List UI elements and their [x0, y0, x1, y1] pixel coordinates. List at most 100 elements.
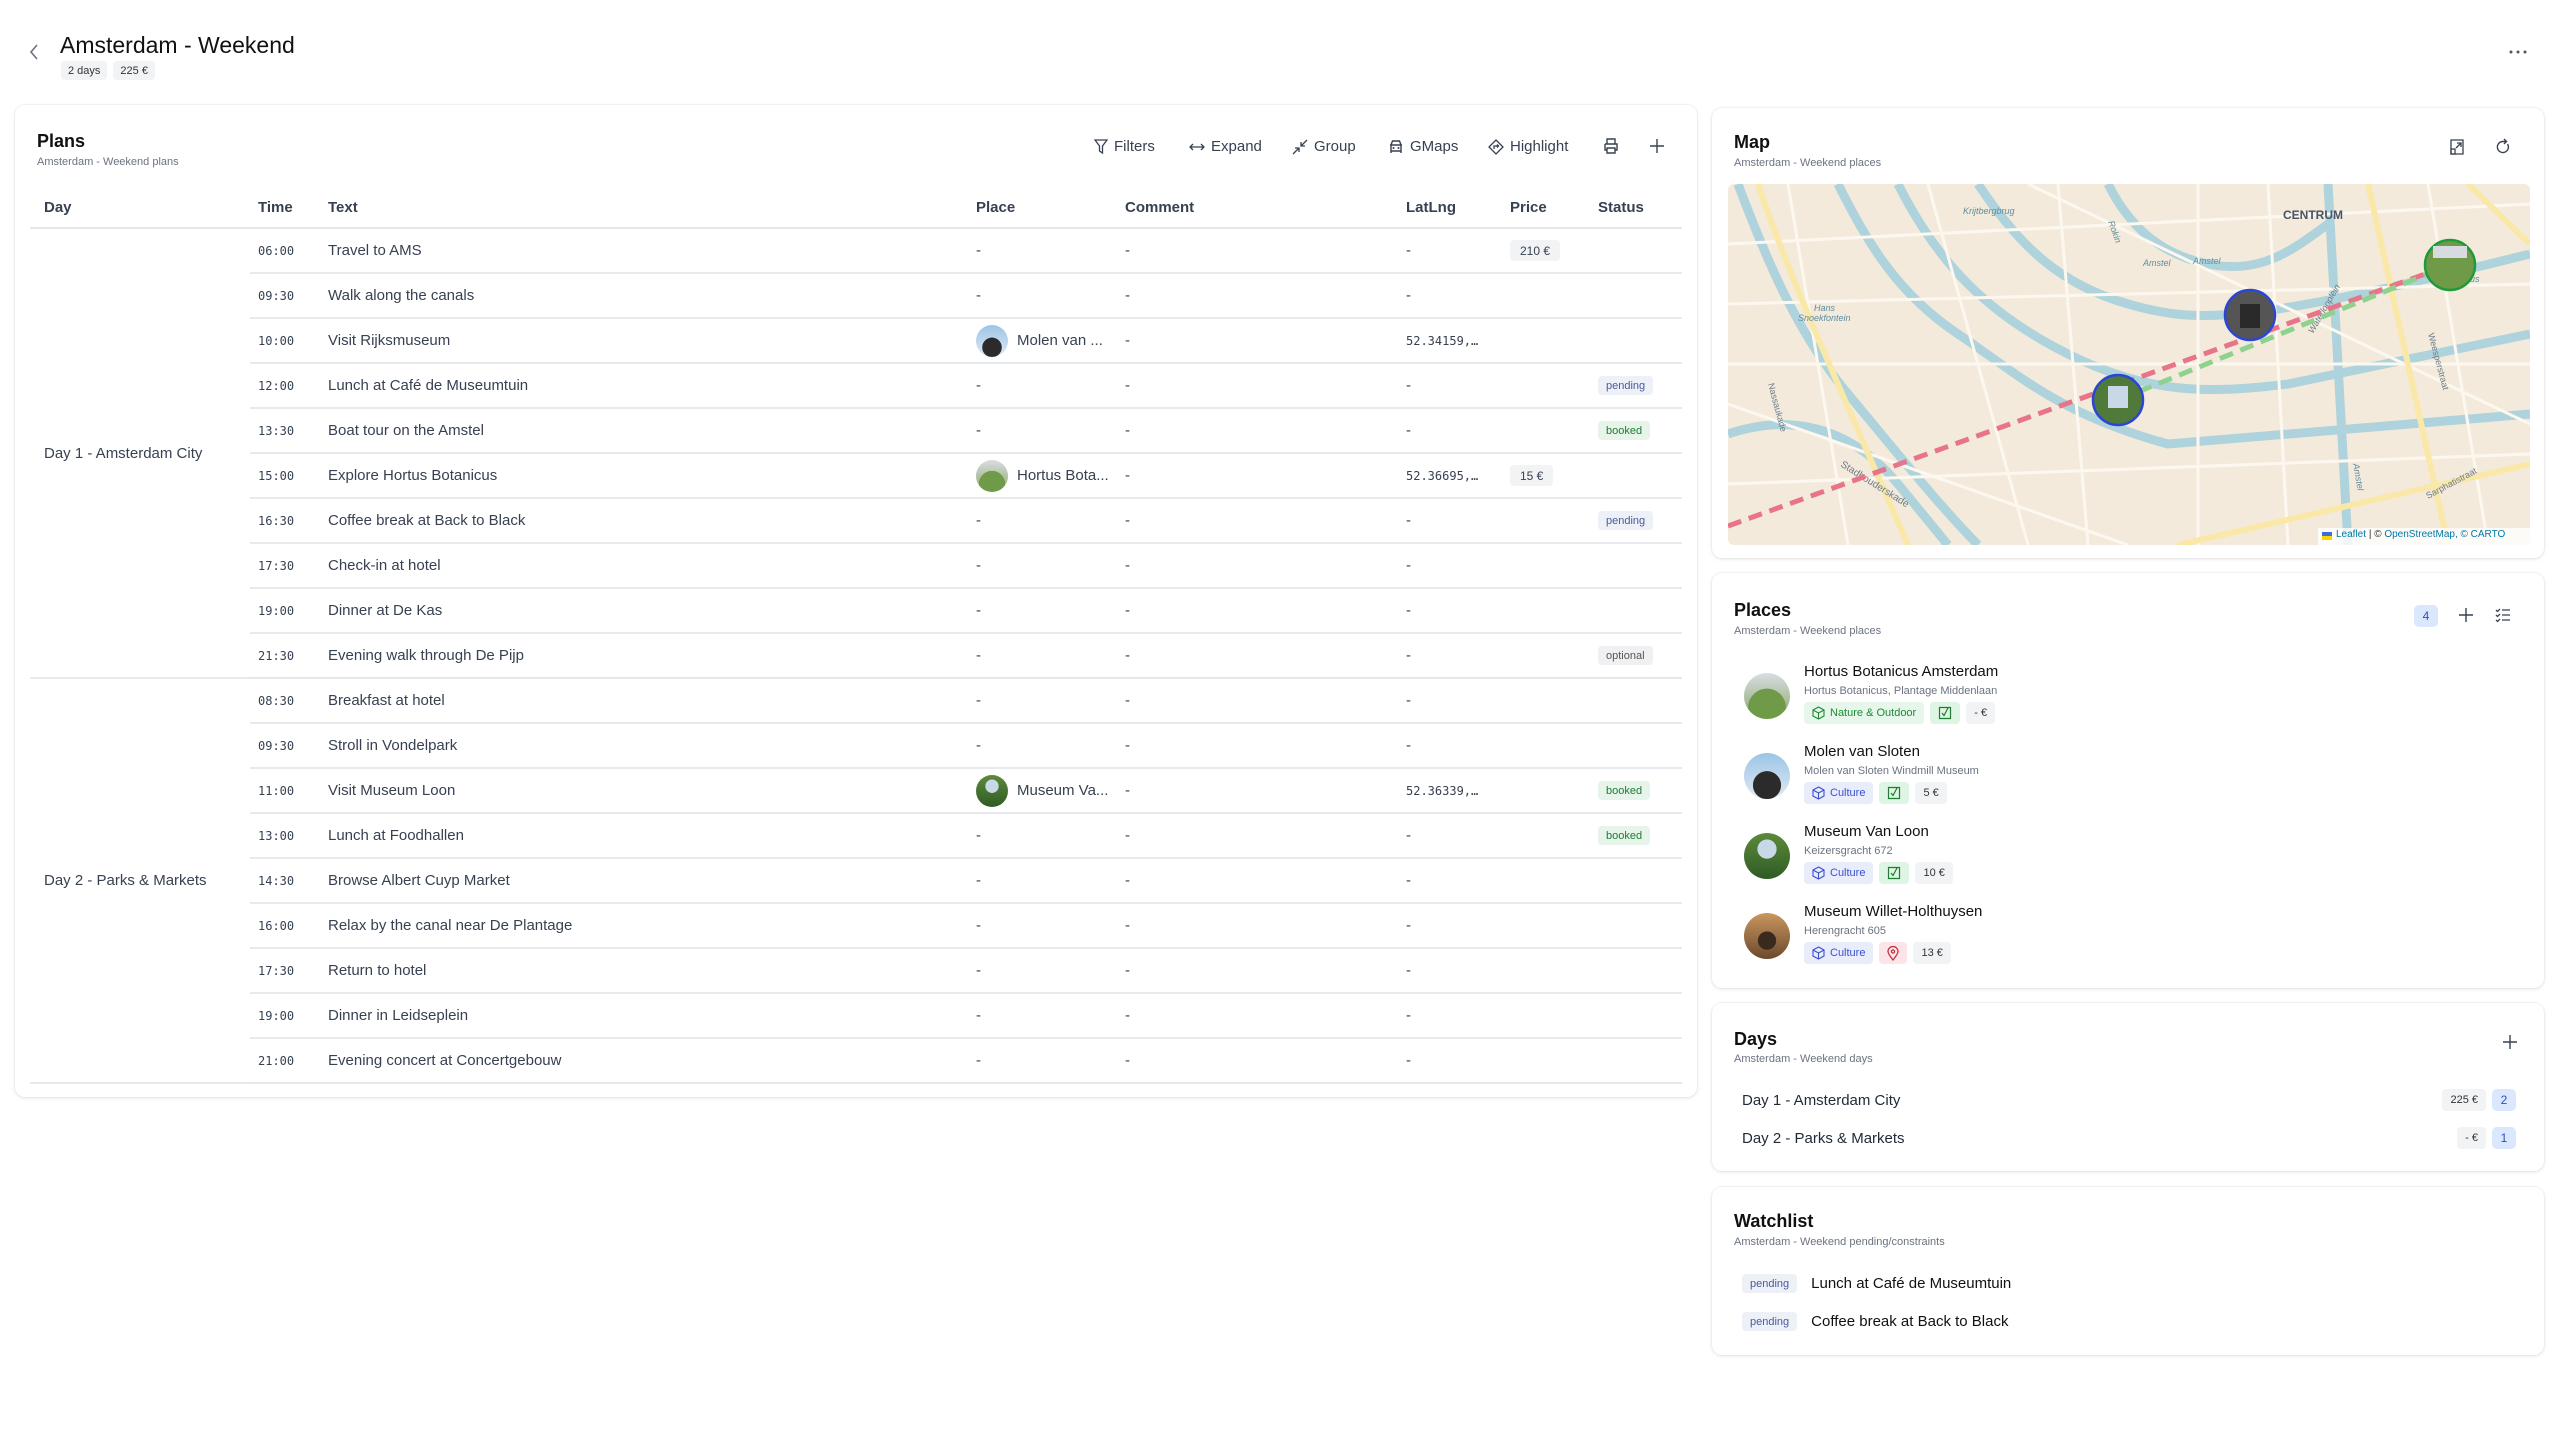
place-list-item[interactable]: Museum Willet-Holthuysen Herengracht 605…	[1736, 903, 2496, 983]
column-header-latlng[interactable]: LatLng	[1398, 188, 1502, 229]
text-cell[interactable]: Walk along the canals	[320, 273, 968, 319]
place-cell[interactable]: -	[968, 1038, 1117, 1084]
column-header-status[interactable]: Status	[1590, 188, 1682, 229]
table-row[interactable]: 13:30 Boat tour on the Amstel - - - booked	[30, 408, 1682, 454]
place-cell[interactable]: -	[968, 903, 1117, 949]
table-row[interactable]: 13:00 Lunch at Foodhallen - - - booked	[30, 813, 1682, 859]
osm-link[interactable]: OpenStreetMap	[2384, 529, 2455, 540]
pinned-toggle[interactable]	[1879, 942, 1908, 964]
table-row[interactable]: 19:00 Dinner at De Kas - - -	[30, 588, 1682, 634]
table-row[interactable]: 15:00 Explore Hortus Botanicus Hortus Bota…	[30, 453, 1682, 499]
text-cell[interactable]: Breakfast at hotel	[320, 678, 968, 724]
comment-cell[interactable]: -	[1117, 903, 1398, 949]
more-menu-button[interactable]	[2508, 48, 2528, 56]
table-row[interactable]: 17:30 Return to hotel - - -	[30, 948, 1682, 994]
map-marker-hortus-botanicus[interactable]	[2423, 238, 2477, 292]
text-cell[interactable]: Evening concert at Concertgebouw	[320, 1038, 968, 1084]
place-cell[interactable]: -	[968, 543, 1117, 589]
table-row[interactable]: 21:00 Evening concert at Concertgebouw - - -	[30, 1038, 1682, 1084]
comment-cell[interactable]: -	[1117, 723, 1398, 769]
comment-cell[interactable]: -	[1117, 588, 1398, 634]
column-header-price[interactable]: Price	[1502, 188, 1590, 229]
day-row[interactable]: Day 1 - Amsterdam City 225 €2	[1742, 1088, 2516, 1112]
table-row[interactable]: Day 1 - Amsterdam City 06:00 Travel to AMS…	[30, 228, 1682, 679]
text-cell[interactable]: Stroll in Vondelpark	[320, 723, 968, 769]
gmaps-button[interactable]: GMaps	[1388, 138, 1458, 155]
place-cell[interactable]: -	[968, 678, 1117, 724]
text-cell[interactable]: Lunch at Foodhallen	[320, 813, 968, 859]
column-header-comment[interactable]: Comment	[1117, 188, 1398, 229]
comment-cell[interactable]: -	[1117, 633, 1398, 679]
table-row[interactable]: 10:00 Visit Rijksmuseum Molen van ... -52.3…	[30, 318, 1682, 364]
place-cell[interactable]: -	[968, 228, 1117, 274]
add-day-button[interactable]	[2501, 1033, 2519, 1051]
comment-cell[interactable]: -	[1117, 948, 1398, 994]
text-cell[interactable]: Lunch at Café de Museumtuin	[320, 363, 968, 409]
comment-cell[interactable]: -	[1117, 768, 1398, 814]
table-row[interactable]: 12:00 Lunch at Café de Museumtuin - - - pendi…	[30, 363, 1682, 409]
visited-toggle[interactable]	[1879, 862, 1910, 884]
text-cell[interactable]: Evening walk through De Pijp	[320, 633, 968, 679]
watchlist-item[interactable]: pending Coffee break at Back to Black	[1742, 1312, 2009, 1331]
comment-cell[interactable]: -	[1117, 453, 1398, 499]
visited-toggle[interactable]	[1930, 702, 1961, 724]
place-list-item[interactable]: Museum Van Loon Keizersgracht 672 Cultur…	[1736, 823, 2496, 903]
column-header-place[interactable]: Place	[968, 188, 1117, 229]
text-cell[interactable]: Coffee break at Back to Black	[320, 498, 968, 544]
place-cell[interactable]: -	[968, 813, 1117, 859]
comment-cell[interactable]: -	[1117, 228, 1398, 274]
map-view[interactable]: Krijtbergbrug CENTRUM Amstel Amstel Roki…	[1728, 184, 2530, 545]
back-button[interactable]	[26, 42, 42, 62]
filters-button[interactable]: Filters	[1094, 138, 1155, 155]
watchlist-item[interactable]: pending Lunch at Café de Museumtuin	[1742, 1274, 2011, 1293]
map-fullscreen-button[interactable]	[2449, 139, 2465, 155]
place-cell[interactable]: -	[968, 723, 1117, 769]
map-refresh-button[interactable]	[2495, 138, 2511, 156]
place-cell[interactable]: -	[968, 588, 1117, 634]
comment-cell[interactable]: -	[1117, 993, 1398, 1039]
table-row[interactable]: Day 2 - Parks & Markets 08:30 Breakfast at…	[30, 678, 1682, 1084]
table-row[interactable]: 14:30 Browse Albert Cuyp Market - - -	[30, 858, 1682, 904]
print-button[interactable]	[1603, 138, 1619, 154]
text-cell[interactable]: Travel to AMS	[320, 228, 968, 274]
column-header-text[interactable]: Text	[320, 188, 968, 229]
place-cell[interactable]: -	[968, 858, 1117, 904]
column-header-day[interactable]: Day	[30, 188, 250, 229]
table-row[interactable]: 19:00 Dinner in Leidseplein - - -	[30, 993, 1682, 1039]
group-button[interactable]: Group	[1292, 138, 1356, 155]
day-row[interactable]: Day 2 - Parks & Markets - €1	[1742, 1126, 2516, 1150]
leaflet-link[interactable]: Leaflet	[2336, 529, 2367, 540]
comment-cell[interactable]: -	[1117, 273, 1398, 319]
place-list-item[interactable]: Hortus Botanicus Amsterdam Hortus Botani…	[1736, 663, 2496, 743]
comment-cell[interactable]: -	[1117, 543, 1398, 589]
place-cell[interactable]: -	[968, 633, 1117, 679]
carto-link[interactable]: , © CARTO	[2454, 529, 2506, 540]
places-list-button[interactable]	[2495, 607, 2511, 623]
comment-cell[interactable]: -	[1117, 678, 1398, 724]
text-cell[interactable]: Dinner in Leidseplein	[320, 993, 968, 1039]
place-cell[interactable]: -	[968, 993, 1117, 1039]
comment-cell[interactable]: -	[1117, 498, 1398, 544]
place-cell[interactable]: Molen van ...	[968, 318, 1117, 364]
table-row[interactable]: 16:30 Coffee break at Back to Black - - - pen…	[30, 498, 1682, 544]
text-cell[interactable]: Browse Albert Cuyp Market	[320, 858, 968, 904]
place-cell[interactable]: -	[968, 408, 1117, 454]
text-cell[interactable]: Visit Museum Loon	[320, 768, 968, 814]
map-marker-museum-van-loon[interactable]	[2091, 373, 2145, 427]
table-row[interactable]: 21:30 Evening walk through De Pijp - - - opti…	[30, 633, 1682, 679]
column-header-time[interactable]: Time	[250, 188, 320, 229]
place-cell[interactable]: Hortus Bota...	[968, 453, 1117, 499]
table-row[interactable]: 16:00 Relax by the canal near De Plantage…	[30, 903, 1682, 949]
text-cell[interactable]: Relax by the canal near De Plantage	[320, 903, 968, 949]
table-row[interactable]: 09:30 Stroll in Vondelpark - - -	[30, 723, 1682, 769]
place-cell[interactable]: Museum Va...	[968, 768, 1117, 814]
table-row[interactable]: 11:00 Visit Museum Loon Museum Va... -52.36…	[30, 768, 1682, 814]
visited-toggle[interactable]	[1879, 782, 1910, 804]
place-cell[interactable]: -	[968, 498, 1117, 544]
table-row[interactable]: 09:30 Walk along the canals - - -	[30, 273, 1682, 319]
comment-cell[interactable]: -	[1117, 408, 1398, 454]
text-cell[interactable]: Dinner at De Kas	[320, 588, 968, 634]
text-cell[interactable]: Check-in at hotel	[320, 543, 968, 589]
place-cell[interactable]: -	[968, 273, 1117, 319]
highlight-button[interactable]: Highlight	[1488, 138, 1568, 155]
